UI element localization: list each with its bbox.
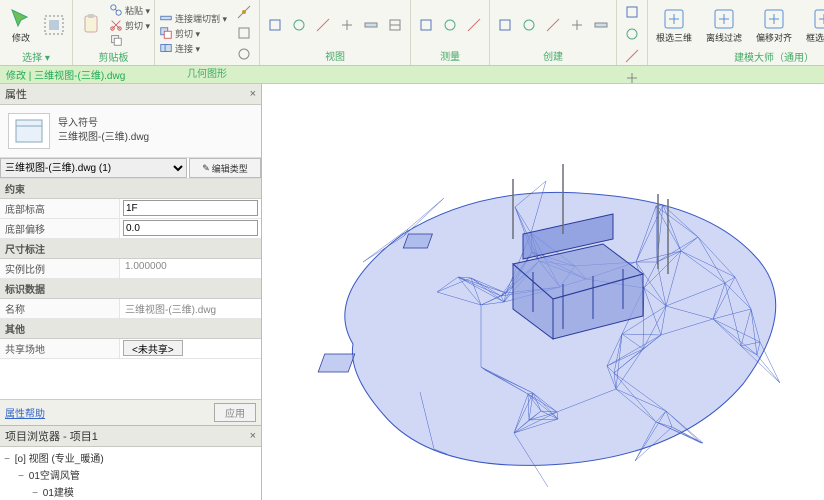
- group-label: 几何图形: [159, 64, 255, 82]
- cad3d-button[interactable]: 根选三维: [652, 2, 696, 48]
- align-button[interactable]: 偏移对齐: [752, 2, 796, 48]
- apply-button[interactable]: 应用: [214, 403, 256, 422]
- view-tool-3[interactable]: [336, 15, 358, 35]
- join-geo-button[interactable]: 连接 ▾: [159, 41, 227, 55]
- view-tool-4[interactable]: [360, 15, 382, 35]
- viewport-3d[interactable]: [262, 84, 824, 500]
- view-tool-1[interactable]: [288, 15, 310, 35]
- model-mesh: [262, 84, 824, 500]
- tree-node[interactable]: − [o] 视图 (专业_暖通): [0, 449, 261, 466]
- ribbon: 修改 选择 ▾ 粘贴 ▾ 剪切 ▾ 剪贴板 连接端切割 ▾ 剪切 ▾: [0, 0, 824, 66]
- create-tool-4[interactable]: [590, 15, 612, 35]
- prop-category: 约束: [0, 179, 261, 199]
- group-label: 测量: [415, 47, 485, 65]
- measure-tool-0[interactable]: [415, 15, 437, 35]
- prop-key: 底部偏移: [0, 219, 120, 238]
- view-tool-0[interactable]: [264, 15, 286, 35]
- measure-tool-1[interactable]: [439, 15, 461, 35]
- prop-row: 实例比例1.000000: [0, 259, 261, 279]
- prop-key: 名称: [0, 299, 120, 318]
- join-end-button[interactable]: 连接端切割 ▾: [159, 11, 227, 25]
- ribbon-group-clipboard: 粘贴 ▾ 剪切 ▾ 剪贴板: [73, 0, 155, 65]
- modify-tool[interactable]: 修改: [4, 2, 38, 48]
- ribbon-group-geometry: 连接端切割 ▾ 剪切 ▾ 连接 ▾ 几何图形: [155, 0, 260, 65]
- copy-button[interactable]: [109, 33, 150, 47]
- geo-tool-2[interactable]: [233, 23, 255, 43]
- create-tool-1[interactable]: [518, 15, 540, 35]
- prop-category: 尺寸标注: [0, 239, 261, 259]
- group-label: 建模大师（通用）: [652, 48, 824, 66]
- ribbon-group-view: 视图: [260, 0, 411, 65]
- prop-value: 三维视图-(三维).dwg: [120, 299, 261, 318]
- prop-value: 1.000000: [120, 259, 261, 278]
- join-cut-button[interactable]: 粘贴 ▾: [109, 3, 150, 17]
- rename-button[interactable]: 框选改名: [802, 2, 824, 48]
- view-tool-5[interactable]: [384, 15, 406, 35]
- prop-key: 实例比例: [0, 259, 120, 278]
- ribbon-group-master: 根选三维离线过滤偏移对齐框选改名删除图层 建模大师（通用）: [648, 0, 824, 65]
- ribbon-group-measure: 测量: [411, 0, 490, 65]
- property-grid: 约束底部标高底部偏移尺寸标注实例比例1.000000标识数据名称三维视图-(三维…: [0, 179, 261, 359]
- shared-site-button[interactable]: <未共享>: [123, 340, 183, 356]
- prop-key: 底部标高: [0, 199, 120, 218]
- filter-button[interactable]: 离线过滤: [702, 2, 746, 48]
- prop-input[interactable]: [123, 200, 258, 216]
- browser-close-icon[interactable]: ×: [250, 430, 256, 442]
- prop-input[interactable]: [123, 220, 258, 236]
- group-label: 剪贴板: [77, 48, 150, 66]
- ribbon-group-modify: 修改: [617, 0, 648, 65]
- modify-label: 修改: [12, 33, 30, 43]
- create-tool-0[interactable]: [494, 15, 516, 35]
- modify-tool-2[interactable]: [621, 46, 643, 66]
- group-label: 选择 ▾: [4, 48, 68, 66]
- create-tool-2[interactable]: [542, 15, 564, 35]
- prop-row: 名称三维视图-(三维).dwg: [0, 299, 261, 319]
- type-name: 三维视图-(三维).dwg: [58, 131, 149, 145]
- group-label: 视图: [264, 47, 406, 65]
- create-tool-3[interactable]: [566, 15, 588, 35]
- select-tool[interactable]: [40, 2, 68, 48]
- tree-node[interactable]: − 01建模: [0, 483, 261, 500]
- project-browser-panel: 项目浏览器 - 项目1 × − [o] 视图 (专业_暖通)− 01空调风管− …: [0, 425, 261, 500]
- modify-tool-1[interactable]: [621, 24, 643, 44]
- properties-title: 属性: [5, 86, 27, 102]
- ribbon-group-create: 创建: [490, 0, 617, 65]
- prop-category: 标识数据: [0, 279, 261, 299]
- prop-row: 共享场地<未共享>: [0, 339, 261, 359]
- instance-select[interactable]: 三维视图-(三维).dwg (1): [0, 158, 187, 178]
- properties-close-icon[interactable]: ×: [250, 88, 256, 100]
- ribbon-group-select: 修改 选择 ▾: [0, 0, 73, 65]
- type-category: 导入符号: [58, 117, 149, 131]
- properties-panel: 属性 × 导入符号 三维视图-(三维).dwg 三维视图-(三维).dwg (1…: [0, 84, 261, 425]
- group-label: 创建: [494, 47, 612, 65]
- edit-type-button[interactable]: ✎编辑类型: [189, 158, 261, 178]
- geo-tool-3[interactable]: [233, 44, 255, 64]
- cut-button[interactable]: 剪切 ▾: [109, 18, 150, 32]
- paste-button[interactable]: [77, 2, 107, 48]
- geo-tool-1[interactable]: [233, 2, 255, 22]
- cut-geo-button[interactable]: 剪切 ▾: [159, 26, 227, 40]
- browser-title: 项目浏览器 - 项目1: [5, 428, 98, 444]
- type-thumb-icon: [8, 113, 50, 149]
- context-tab-strip: 修改 | 三维视图-(三维).dwg: [0, 66, 824, 84]
- prop-row: 底部标高: [0, 199, 261, 219]
- modify-tool-0[interactable]: [621, 2, 643, 22]
- prop-key: 共享场地: [0, 339, 120, 358]
- view-tool-2[interactable]: [312, 15, 334, 35]
- project-tree[interactable]: − [o] 视图 (专业_暖通)− 01空调风管− 01建模 楼层平面: 建模-…: [0, 447, 261, 500]
- prop-row: 底部偏移: [0, 219, 261, 239]
- tree-node[interactable]: − 01空调风管: [0, 466, 261, 483]
- context-tab-label: 修改 | 三维视图-(三维).dwg: [6, 67, 125, 82]
- prop-category: 其他: [0, 319, 261, 339]
- type-selector[interactable]: 导入符号 三维视图-(三维).dwg: [0, 105, 261, 158]
- measure-tool-2[interactable]: [463, 15, 485, 35]
- properties-help-link[interactable]: 属性帮助: [5, 405, 45, 420]
